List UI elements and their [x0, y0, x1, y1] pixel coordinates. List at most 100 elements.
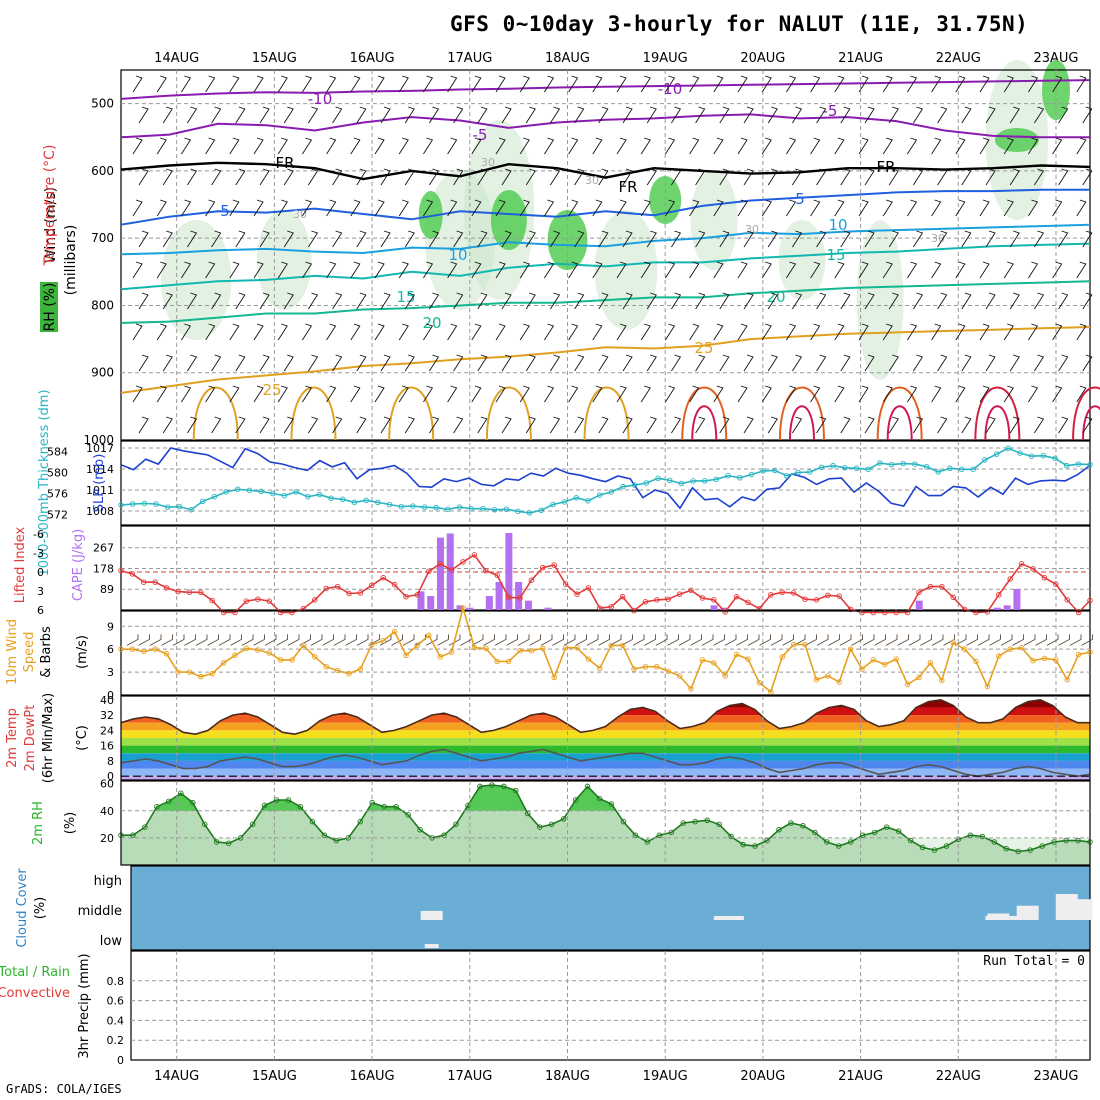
- wind10-line-point: [973, 658, 979, 665]
- wind10-barb: [1023, 634, 1036, 646]
- wind10-barb: [333, 634, 346, 646]
- wind10-line-point: [882, 661, 888, 668]
- date-label-bottom: 19AUG: [643, 1069, 688, 1084]
- wind10-line-point: [676, 673, 683, 679]
- isotherm-hot: [788, 405, 815, 441]
- li-line-point: [585, 585, 592, 591]
- wind-barb: [477, 416, 488, 434]
- wind-barb: [1034, 354, 1045, 372]
- wind-barb: [423, 75, 434, 93]
- wind10-barb: [425, 634, 438, 646]
- wind10-line-point: [551, 674, 557, 681]
- wind-barb: [931, 75, 942, 93]
- li-line-point: [597, 605, 603, 611]
- wind-barb: [211, 416, 222, 434]
- li-line-point: [460, 559, 466, 565]
- wind10-barb: [770, 634, 783, 646]
- li-line-point: [129, 571, 136, 577]
- wind-barb: [350, 199, 361, 217]
- wind-barb: [937, 416, 948, 434]
- wind-barb: [471, 75, 482, 93]
- temp-tick: 8: [107, 755, 114, 768]
- thickness-line-point: [234, 486, 241, 493]
- wind-barb: [156, 199, 167, 217]
- wind10-label-b: Speed: [22, 632, 37, 673]
- rh2m-line-point: [943, 843, 950, 849]
- wind10-line-point: [961, 646, 968, 652]
- wind-barb: [1076, 137, 1087, 155]
- wind10-line-point: [779, 654, 785, 660]
- wind-barb: [380, 230, 391, 248]
- wind-barb: [429, 230, 440, 248]
- wind-barb: [519, 199, 530, 217]
- wind-barb: [616, 199, 627, 217]
- wind-barb: [767, 106, 778, 124]
- wind-barb: [550, 354, 561, 372]
- wind-barb: [574, 292, 585, 310]
- precip-label: 3hr Precip (mm): [77, 953, 92, 1058]
- thickness-line-point: [503, 506, 510, 513]
- wind10-line-point: [756, 680, 763, 686]
- wind10-barb: [517, 634, 530, 646]
- wind-barb: [858, 75, 869, 93]
- wind10-line-point: [619, 642, 626, 649]
- wind-barb: [259, 168, 270, 186]
- li-line-point: [380, 574, 386, 581]
- wind-barb: [495, 261, 506, 279]
- wind-barb: [156, 75, 167, 93]
- wind-barb: [308, 354, 319, 372]
- wind10-barb: [529, 634, 541, 646]
- wind10-barb: [149, 634, 162, 646]
- wind-barb: [501, 416, 512, 434]
- wind-barb: [592, 385, 603, 403]
- wind-barb: [888, 292, 899, 310]
- wind-barb: [913, 354, 924, 372]
- wind-barb: [792, 168, 803, 186]
- thickness-line-point: [982, 457, 988, 463]
- wind-barb: [598, 168, 609, 186]
- contour-label: -10: [658, 80, 683, 98]
- wind-barb: [907, 199, 918, 217]
- li-tick: -3: [33, 547, 44, 560]
- wind-barb: [501, 106, 512, 124]
- wind-barb: [574, 106, 585, 124]
- thickness-line-point: [970, 466, 977, 473]
- wind-barb: [380, 292, 391, 310]
- pressure-tick: 800: [91, 298, 114, 312]
- wind-barb: [447, 137, 458, 155]
- wind10-barb: [897, 634, 909, 646]
- contour-label: -5: [473, 126, 488, 144]
- rh-shade: [690, 170, 738, 270]
- wind-barb: [665, 385, 676, 403]
- wind-barb: [961, 416, 972, 434]
- thickness-line-point: [515, 508, 521, 515]
- li-line-point: [711, 597, 717, 603]
- li-line-point: [1064, 597, 1070, 603]
- wind-barb: [961, 230, 972, 248]
- wind-barb: [253, 385, 264, 403]
- wind-barb: [792, 230, 803, 248]
- wind10-line-point: [870, 657, 877, 663]
- upper-rh-label: RH (%): [42, 283, 58, 332]
- rh-tick: 60: [100, 778, 114, 791]
- wind-barb: [767, 292, 778, 310]
- wind10-line-point: [1087, 649, 1093, 655]
- li-line-point: [916, 589, 922, 596]
- wind-barb: [640, 199, 651, 217]
- wind-barb: [737, 199, 748, 217]
- wind-barb: [961, 292, 972, 310]
- wind-barb: [695, 292, 706, 310]
- wind10-barb: [724, 634, 737, 646]
- contour-label: FR: [618, 178, 637, 196]
- temp-tick: 24: [100, 724, 114, 737]
- wind-barb: [156, 385, 167, 403]
- wind10-line-point: [460, 605, 466, 611]
- wind-barb: [501, 230, 512, 248]
- wind-barb: [253, 323, 264, 341]
- li-line-point: [893, 609, 899, 616]
- contour-label: 5: [795, 190, 805, 208]
- wind-barb: [277, 385, 288, 403]
- rh2m-line-point: [273, 797, 280, 803]
- wind-barb: [665, 261, 676, 279]
